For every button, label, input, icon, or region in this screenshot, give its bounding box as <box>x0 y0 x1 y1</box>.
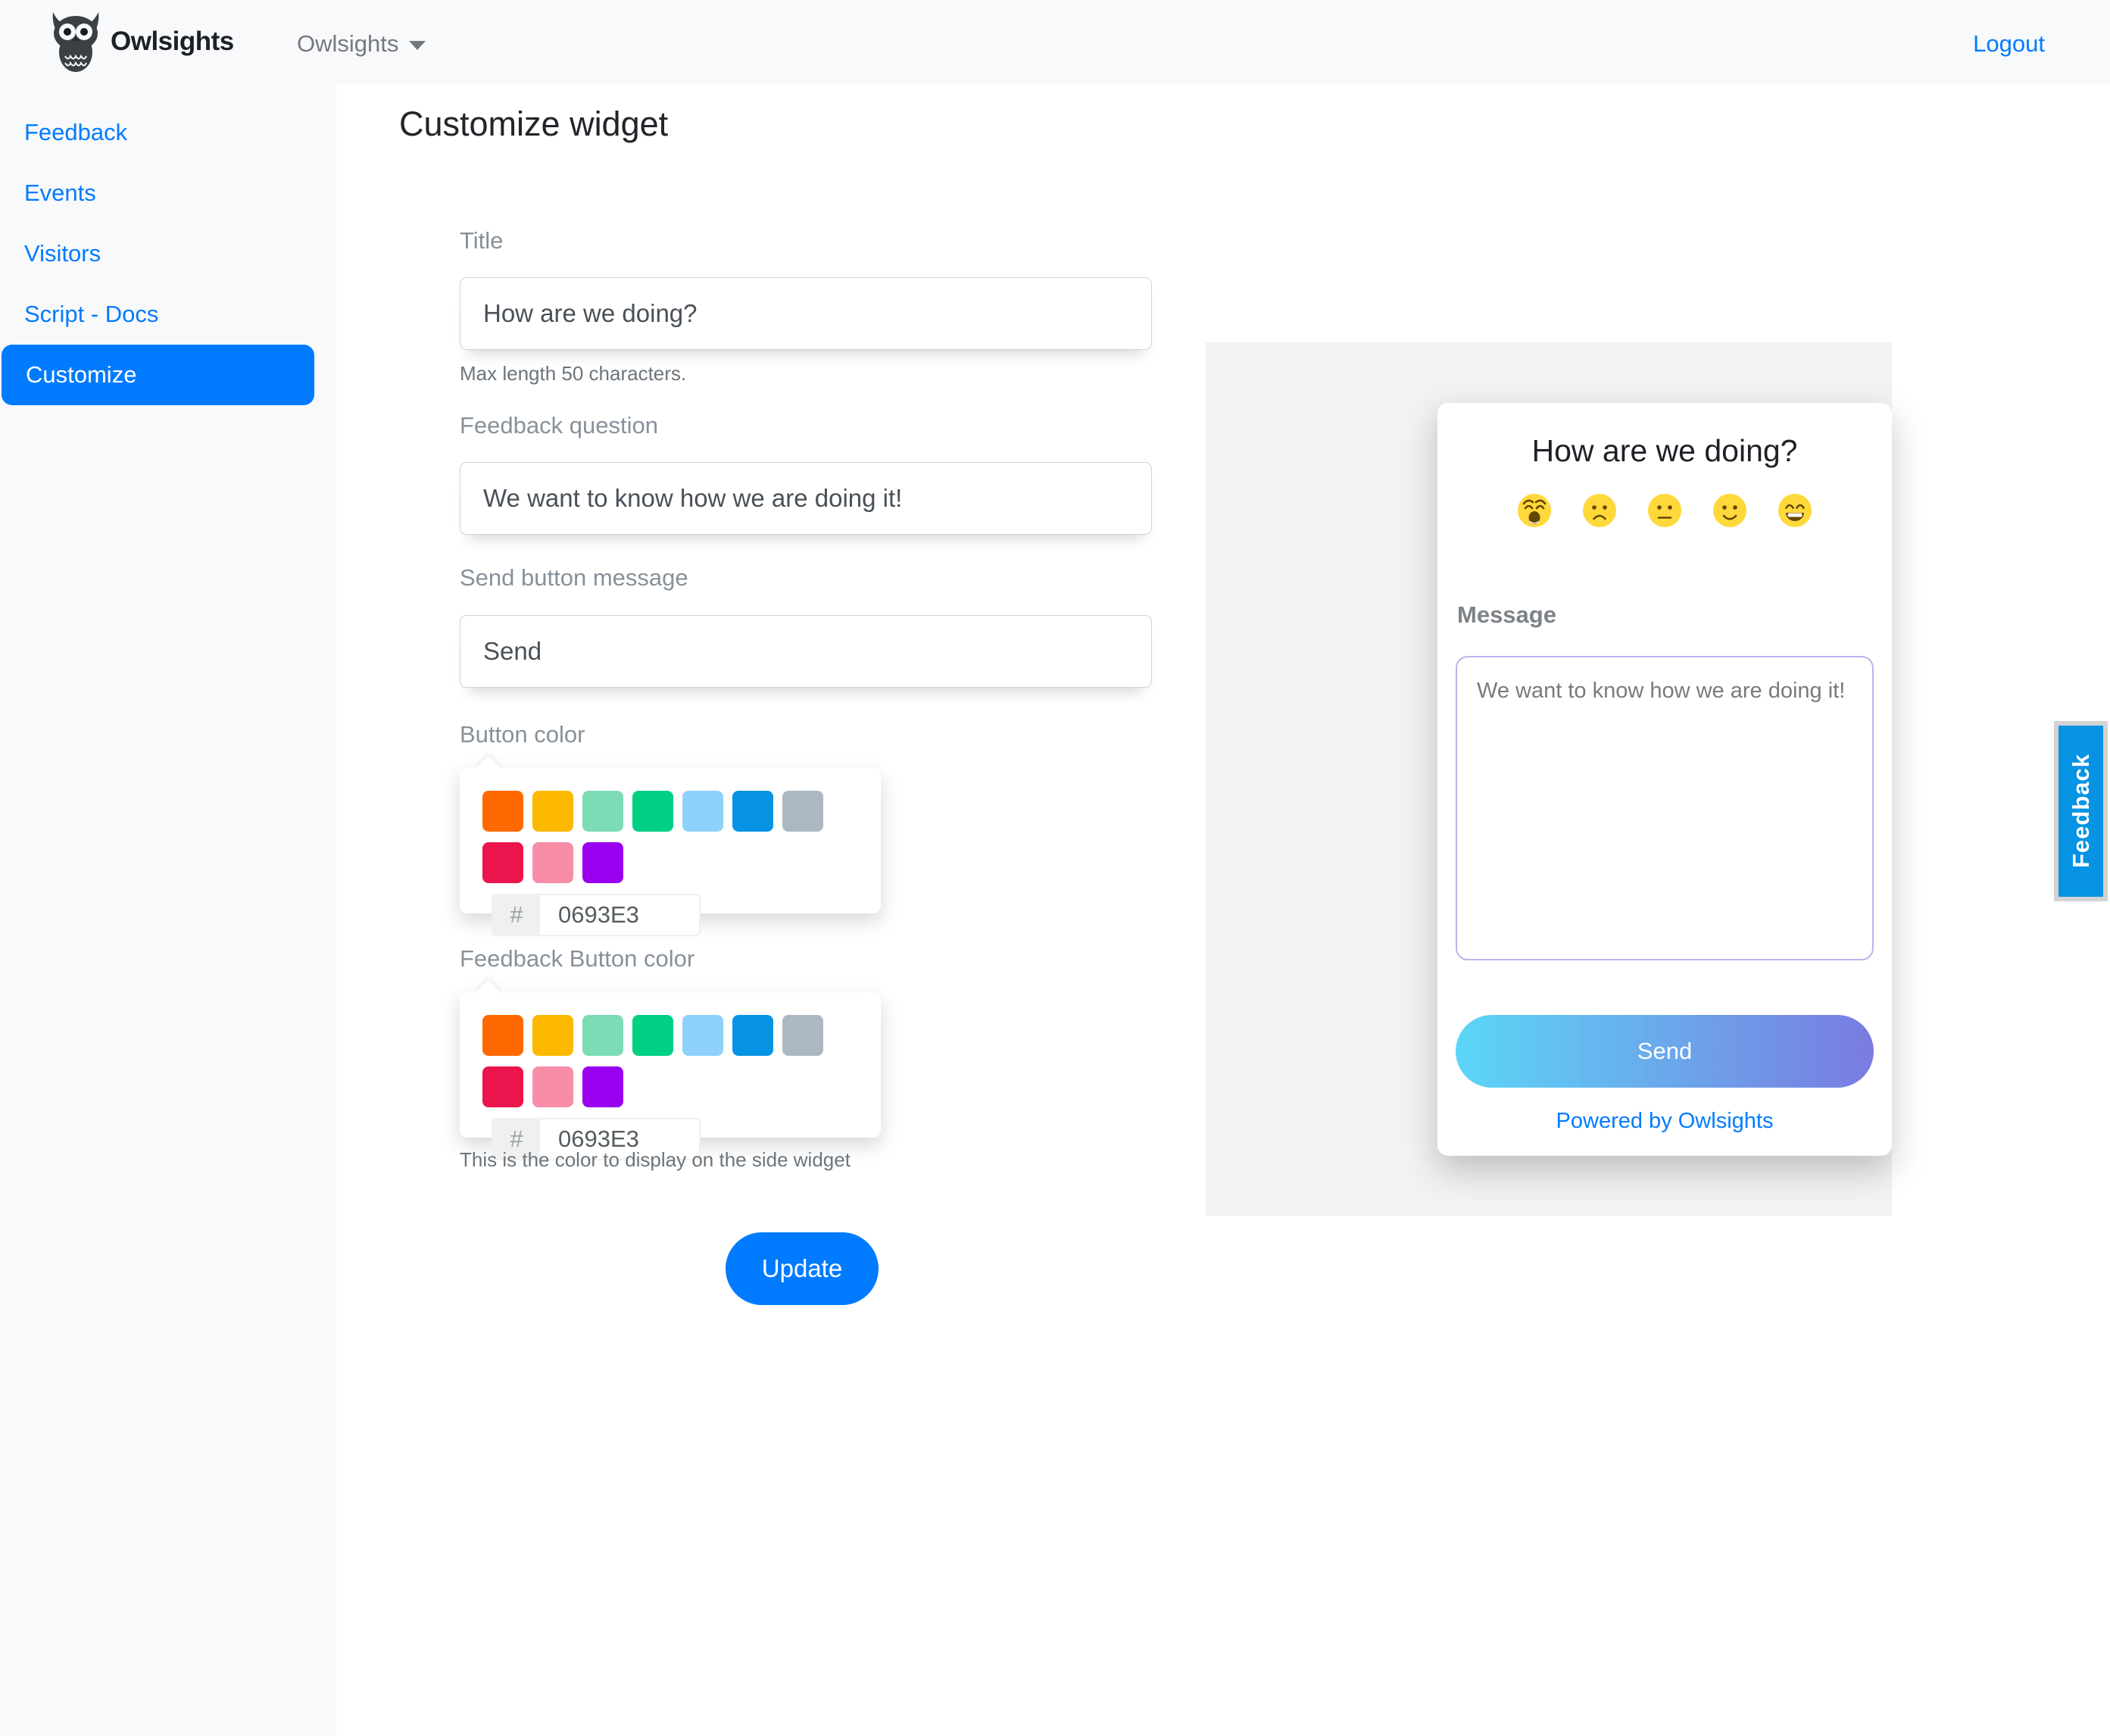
button-color-swatches: # <box>482 791 846 936</box>
color-swatch-ff6900[interactable] <box>482 1015 523 1056</box>
widget-preview-card: How are we doing? Message Send Powered b… <box>1437 403 1892 1156</box>
owl-logo-icon <box>52 12 99 72</box>
color-swatch-f78da7[interactable] <box>532 842 573 883</box>
feedback-button-color-hex-input[interactable] <box>540 1119 691 1159</box>
feedback-button-color-swatches: # <box>482 1015 846 1160</box>
color-swatch-00d084[interactable] <box>632 1015 673 1056</box>
side-feedback-tab[interactable]: Feedback <box>2054 721 2108 901</box>
emoji-frowning-face-icon[interactable] <box>1581 492 1618 532</box>
emoji-neutral-face-icon[interactable] <box>1646 492 1683 532</box>
powered-by-link[interactable]: Powered by Owlsights <box>1556 1109 1774 1133</box>
feedback-button-color-help: This is the color to display on the side… <box>460 1148 851 1171</box>
question-field-label: Feedback question <box>460 412 658 439</box>
sidebar-item-events[interactable]: Events <box>24 180 96 206</box>
sidebar-item-feedback[interactable]: Feedback <box>24 119 128 145</box>
navbar-dropdown-label: Owlsights <box>297 30 399 57</box>
emoji-grinning-face-icon[interactable] <box>1777 492 1813 532</box>
sidebar-item-customize[interactable]: Customize <box>2 345 314 405</box>
brand[interactable]: Owlsights <box>47 11 234 73</box>
feedback-button-color-picker: # <box>460 980 881 1160</box>
hex-hash-prefix: # <box>493 1119 540 1159</box>
color-swatch-8ed1fc[interactable] <box>682 791 723 832</box>
emoji-rating-row <box>1437 492 1892 532</box>
message-textarea[interactable] <box>1456 656 1874 960</box>
color-swatch-00d084[interactable] <box>632 791 673 832</box>
color-swatch-7bdcb5[interactable] <box>582 791 623 832</box>
color-swatch-abb8c3[interactable] <box>782 791 823 832</box>
color-swatch-0693e3[interactable] <box>732 791 773 832</box>
sidebar-item-script-docs[interactable]: Script - Docs <box>24 301 159 327</box>
color-swatch-8ed1fc[interactable] <box>682 1015 723 1056</box>
widget-preview-panel: How are we doing? Message Send Powered b… <box>1206 342 1892 1216</box>
color-swatch-ff6900[interactable] <box>482 791 523 832</box>
navbar-owlsights-dropdown[interactable]: Owlsights <box>297 30 426 58</box>
button-color-label: Button color <box>460 721 585 748</box>
hex-input-group: # <box>492 1118 701 1160</box>
color-swatch-fcb900[interactable] <box>532 1015 573 1056</box>
sidebar-item-visitors[interactable]: Visitors <box>24 240 101 267</box>
widget-title: How are we doing? <box>1531 433 1798 468</box>
color-swatch-9900ef[interactable] <box>582 842 623 883</box>
sidebar-nav: Feedback Events Visitors Script - Docs Custo… <box>0 85 336 405</box>
feedback-button-color-label: Feedback Button color <box>460 945 695 972</box>
color-swatch-f78da7[interactable] <box>532 1066 573 1107</box>
title-help-text: Max length 50 characters. <box>460 362 687 385</box>
color-swatch-7bdcb5[interactable] <box>582 1015 623 1056</box>
button-color-picker: # <box>460 756 881 936</box>
hex-input-group: # <box>492 894 701 936</box>
hex-hash-prefix: # <box>493 895 540 935</box>
top-navbar: Owlsights Owlsights Logout <box>0 0 2110 85</box>
side-feedback-tab-label: Feedback <box>2067 754 2094 869</box>
chevron-down-icon <box>409 41 426 50</box>
button-color-hex-input[interactable] <box>540 895 691 935</box>
update-button[interactable]: Update <box>726 1232 879 1305</box>
color-swatch-9900ef[interactable] <box>582 1066 623 1107</box>
color-swatch-eb144c[interactable] <box>482 842 523 883</box>
sidebar: Feedback Events Visitors Script - Docs Custo… <box>0 85 336 1736</box>
brand-name: Owlsights <box>111 27 234 56</box>
color-swatch-eb144c[interactable] <box>482 1066 523 1107</box>
message-label: Message <box>1457 601 1556 628</box>
title-field-label: Title <box>460 227 504 254</box>
picker-arrow <box>476 980 501 1006</box>
color-swatch-fcb900[interactable] <box>532 791 573 832</box>
send-button-message-input[interactable] <box>460 615 1152 688</box>
color-swatch-abb8c3[interactable] <box>782 1015 823 1056</box>
widget-send-button[interactable]: Send <box>1456 1015 1874 1088</box>
color-swatch-0693e3[interactable] <box>732 1015 773 1056</box>
feedback-question-input[interactable] <box>460 462 1152 535</box>
emoji-slightly-smiling-face-icon[interactable] <box>1712 492 1748 532</box>
emoji-weary-face-icon[interactable] <box>1516 492 1553 532</box>
picker-arrow <box>476 756 501 782</box>
title-input[interactable] <box>460 277 1152 350</box>
send-message-field-label: Send button message <box>460 564 688 591</box>
page-title: Customize widget <box>399 105 669 143</box>
logout-link[interactable]: Logout <box>1973 30 2045 57</box>
